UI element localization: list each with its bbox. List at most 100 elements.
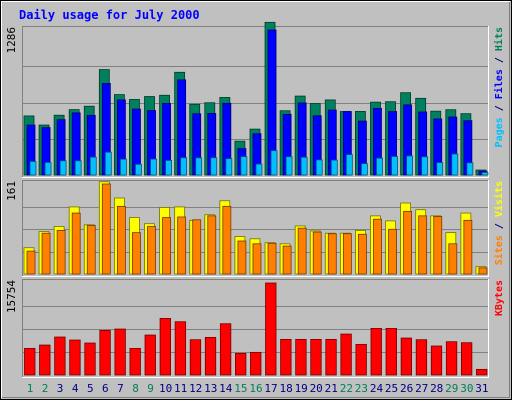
- visits-bar-sites-day-5: Sites 5: 87: [86, 224, 96, 275]
- hits-bar-pages-day-28: Pages 28: 110: [436, 162, 444, 176]
- hits-bar-pages-day-5: Pages 5: 158: [89, 156, 97, 176]
- hits-bar-pages-day-29: Pages 29: 186: [451, 153, 459, 176]
- kbytes-max-label: 15754: [5, 280, 18, 313]
- visits-legend-entry: /: [494, 217, 505, 235]
- kbytes-bar-kbytes-day-9: KBytes 9: 6841: [144, 334, 156, 376]
- x-tick-label-day-19: 19: [295, 382, 308, 395]
- hits-max-label: 1286: [5, 27, 18, 54]
- kbytes-bar-kbytes-day-6: KBytes 6: 7640: [99, 329, 111, 376]
- kbytes-bar-kbytes-day-24: KBytes 24: 7980: [370, 327, 382, 376]
- kbytes-legend: KBytes: [494, 280, 505, 316]
- visits-bar-sites-day-12: Sites 12: 97: [192, 219, 202, 275]
- hits-bar-pages-day-8: Pages 8: 95: [135, 163, 142, 176]
- visits-bar-sites-day-30: Sites 30: 96: [463, 219, 473, 275]
- kbytes-bar-kbytes-day-13: KBytes 13: 6442: [204, 336, 217, 376]
- kbytes-bar-kbytes-day-5: KBytes 5: 5472: [84, 342, 96, 376]
- hits-bar-pages-day-10: Pages 10: 129: [165, 160, 172, 176]
- visits-bar-sites-day-28: Sites 28: 103: [433, 216, 443, 275]
- kbytes-bar-kbytes-day-18: KBytes 18: 6100: [280, 338, 292, 376]
- x-tick-label-day-9: 9: [147, 382, 154, 395]
- hits-bar-pages-day-22: Pages 22: 181: [345, 154, 353, 176]
- hits-bar-pages-day-11: Pages 11: 153: [180, 157, 188, 176]
- hits-bar-pages-day-9: Pages 9: 141: [150, 158, 157, 176]
- kbytes-bar-kbytes-day-20: KBytes 20: 6100: [310, 338, 322, 376]
- x-tick-label-day-3: 3: [57, 382, 64, 395]
- visits-bar-sites-day-10: Sites 10: 101: [162, 217, 171, 275]
- hits-bar-pages-day-15: Pages 15: 163: [240, 156, 248, 176]
- x-tick-label-day-23: 23: [355, 382, 368, 395]
- hits-legend-entry: Files: [493, 69, 505, 99]
- kbytes-legend-entry: KBytes: [494, 280, 505, 316]
- x-tick-label-day-24: 24: [370, 382, 384, 395]
- hits-bar-pages-day-30: Pages 30: 108: [466, 162, 474, 176]
- hits-bar-pages-day-17: Pages 17: 216: [270, 150, 278, 176]
- kbytes-bar-kbytes-day-31: KBytes 31: 968: [476, 368, 488, 376]
- kbytes-bar-kbytes-day-27: KBytes 27: 6043: [415, 339, 428, 376]
- x-tick-label-day-5: 5: [87, 382, 94, 395]
- kbytes-bar-kbytes-day-16: KBytes 16: 3876: [250, 351, 262, 376]
- visits-bar-sites-day-29: Sites 29: 54: [448, 243, 458, 275]
- x-tick-label-day-16: 16: [249, 382, 262, 395]
- hits-bar-pages-day-2: Pages 2: 111: [44, 162, 52, 176]
- hits-bar-pages-day-20: Pages 20: 134: [315, 159, 323, 176]
- hits-legend-entry: /: [494, 51, 505, 69]
- hits-bar-pages-day-25: Pages 25: 164: [391, 156, 398, 176]
- x-tick-label-day-11: 11: [174, 382, 187, 395]
- x-tick-label-day-13: 13: [204, 382, 217, 395]
- hits-bar-pages-day-3: Pages 3: 126: [59, 160, 67, 176]
- kbytes-bar-kbytes-day-14: KBytes 14: 8779: [219, 323, 232, 376]
- hits-bar-pages-day-4: Pages 4: 126: [74, 160, 82, 176]
- x-axis-labels: 1 2 3 4 5 6 7 8 9 10 11 12 13 14 15 16 17 18 19 20 21 22 23 24 2…: [27, 382, 489, 395]
- x-tick-label-day-21: 21: [325, 382, 338, 395]
- kbytes-bar-kbytes-day-26: KBytes 26: 6328: [400, 337, 413, 376]
- visits-bar-sites-day-14: Sites 14: 121: [222, 205, 232, 275]
- kbytes-bar-kbytes-day-12: KBytes 12: 6043: [189, 339, 202, 376]
- x-tick-label-day-10: 10: [159, 382, 172, 395]
- chart-title: Daily usage for July 2000: [19, 8, 200, 22]
- visits-max-label: 161: [5, 181, 18, 201]
- x-tick-label-day-29: 29: [445, 382, 458, 395]
- x-tick-label-day-8: 8: [132, 382, 139, 395]
- hits-bar-pages-day-27: Pages 27: 161: [421, 156, 429, 176]
- kbytes-bar-kbytes-day-29: KBytes 29: 5700: [445, 341, 458, 376]
- visits-bar-sites-day-25: Sites 25: 80: [388, 228, 397, 275]
- kbytes-bar-kbytes-day-28: KBytes 28: 4963: [430, 345, 443, 376]
- kbytes-bar-kbytes-day-30: KBytes 30: 5530: [460, 342, 473, 376]
- hits-bar-pages-day-26: Pages 26: 169: [406, 155, 414, 176]
- kbytes-bar-kbytes-day-22: KBytes 22: 7010: [340, 333, 352, 376]
- visits-bar-sites-day-26: Sites 26: 112: [403, 210, 413, 275]
- kbytes-bar-kbytes-day-7: KBytes 7: 7868: [114, 328, 126, 376]
- kbytes-bar-kbytes-day-2: KBytes 2: 5128: [39, 344, 51, 376]
- visits-legend-entry: Visits: [493, 181, 505, 217]
- x-tick-label-day-6: 6: [102, 382, 109, 395]
- kbytes-bar-kbytes-day-8: KBytes 8: 4557: [129, 347, 141, 376]
- x-tick-label-day-28: 28: [430, 382, 443, 395]
- x-tick-label-day-22: 22: [340, 382, 353, 395]
- hits-bar-pages-day-19: Pages 19: 157: [300, 156, 308, 176]
- kbytes-bar-kbytes-day-25: KBytes 25: 7980: [385, 327, 397, 376]
- hits-bar-pages-day-23: Pages 23: 101: [361, 163, 368, 176]
- x-tick-label-day-30: 30: [460, 382, 473, 395]
- visits-bar-sites-day-4: Sites 4: 109: [71, 212, 81, 275]
- hits-bar-pages-day-1: Pages 1: 120: [29, 161, 37, 176]
- kbytes-bar-kbytes-day-21: KBytes 21: 6100: [325, 338, 337, 376]
- kbytes-bar-kbytes-day-10: KBytes 10: 9690: [159, 318, 171, 376]
- visits-bar-sites-day-9: Sites 9: 85: [147, 226, 156, 275]
- x-tick-label-day-20: 20: [310, 382, 323, 395]
- hits-legend: Pages / Files / Hits: [493, 27, 505, 147]
- x-tick-label-day-12: 12: [189, 382, 202, 395]
- visits-bar-sites-day-24: Sites 24: 98: [373, 218, 382, 275]
- visits-bar-sites-day-20: Sites 20: 75: [312, 231, 322, 275]
- kbytes-bar-kbytes-day-11: KBytes 11: 9120: [174, 321, 187, 376]
- kbytes-bar-kbytes-day-23: KBytes 23: 5245: [355, 343, 367, 376]
- kbytes-bar-kbytes-day-15: KBytes 15: 3705: [234, 352, 247, 376]
- x-tick-label-day-2: 2: [42, 382, 49, 395]
- hits-legend-entry: /: [494, 99, 505, 117]
- visits-bar-sites-day-21: Sites 21: 72: [327, 233, 337, 275]
- kbytes-bar-kbytes-day-3: KBytes 3: 6500: [54, 336, 66, 376]
- x-tick-label-day-1: 1: [27, 382, 34, 395]
- visits-bar-sites-day-31: Sites 31: 11: [478, 267, 488, 275]
- x-tick-label-day-7: 7: [117, 382, 124, 395]
